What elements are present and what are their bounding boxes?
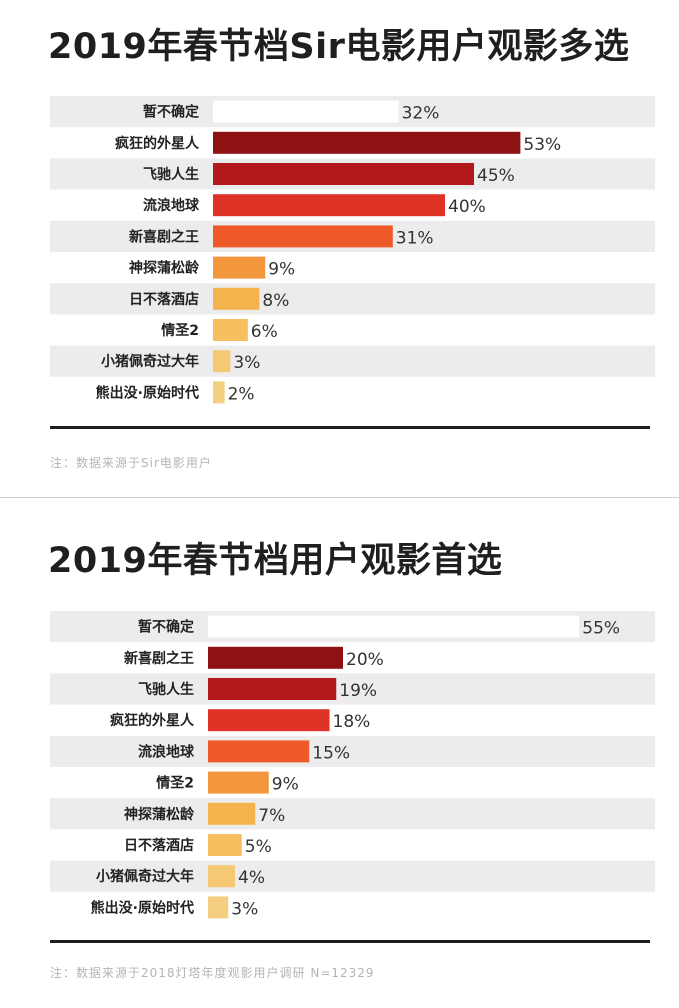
row-background bbox=[50, 345, 655, 377]
bar-7 bbox=[213, 287, 260, 310]
chart-title: 2019年春节档Sir电影用户观影多选 bbox=[48, 27, 630, 67]
bar-6 bbox=[213, 256, 266, 279]
value-label: 7% bbox=[258, 806, 285, 826]
value-label: 20% bbox=[346, 650, 384, 670]
category-label: 神探蒲松龄 bbox=[124, 806, 195, 823]
value-label: 45% bbox=[477, 166, 515, 186]
row-background bbox=[50, 860, 655, 892]
row-background bbox=[50, 673, 655, 705]
source-note: 注：数据来源于Sir电影用户 bbox=[50, 456, 212, 470]
value-label: 19% bbox=[339, 681, 377, 701]
value-label: 4% bbox=[238, 868, 265, 888]
row-background bbox=[50, 798, 655, 830]
bar-10 bbox=[208, 896, 229, 919]
value-label: 2% bbox=[228, 384, 255, 404]
bar-3 bbox=[213, 163, 474, 185]
bar-2 bbox=[213, 131, 521, 154]
category-label: 熊出没·原始时代 bbox=[96, 384, 199, 401]
bar-5 bbox=[208, 740, 310, 763]
panel-multi-choice: 2019年春节档Sir电影用户观影多选 暂不确定 32% 疯狂的外星人 53% 飞驰人生… bbox=[0, 0, 679, 496]
category-label: 熊出没·原始时代 bbox=[91, 899, 194, 916]
bar-2 bbox=[208, 646, 343, 669]
bar-1 bbox=[213, 100, 399, 123]
category-label: 疯狂的外星人 bbox=[115, 135, 200, 152]
category-label: 小猪佩奇过大年 bbox=[96, 868, 194, 885]
category-label: 小猪佩奇过大年 bbox=[101, 353, 199, 370]
bar-chart-multi-choice: 暂不确定 32% 疯狂的外星人 53% 飞驰人生 45% 流浪地球 40% 新喜剧之王 31% 神探… bbox=[50, 96, 655, 429]
category-label: 新喜剧之王 bbox=[124, 650, 194, 667]
chart-title: 2019年春节档用户观影首选 bbox=[48, 541, 503, 581]
bottom-rule bbox=[50, 426, 650, 429]
value-label: 3% bbox=[231, 899, 258, 919]
bar-chart-first-choice: 暂不确定 55% 新喜剧之王 20% 飞驰人生 19% 疯狂的外星人 18% 流浪地球 15% 情圣… bbox=[50, 611, 655, 943]
bar-9 bbox=[213, 350, 231, 373]
category-label: 情圣2 bbox=[156, 775, 194, 792]
bar-5 bbox=[213, 225, 393, 248]
value-label: 9% bbox=[272, 775, 299, 795]
bar-8 bbox=[208, 834, 242, 856]
category-label: 暂不确定 bbox=[143, 104, 199, 121]
value-label: 18% bbox=[333, 712, 371, 732]
bar-7 bbox=[208, 802, 256, 825]
value-label: 32% bbox=[402, 104, 440, 124]
bottom-rule bbox=[50, 940, 650, 943]
bar-1 bbox=[208, 615, 580, 638]
bar-4 bbox=[208, 709, 330, 732]
category-label: 飞驰人生 bbox=[138, 681, 194, 698]
category-label: 飞驰人生 bbox=[143, 166, 199, 183]
category-label: 情圣2 bbox=[161, 322, 199, 339]
bar-10 bbox=[213, 381, 225, 404]
value-label: 31% bbox=[396, 228, 434, 248]
value-label: 6% bbox=[251, 322, 278, 342]
category-label: 暂不确定 bbox=[138, 619, 194, 636]
category-label: 疯狂的外星人 bbox=[110, 712, 195, 729]
category-label: 新喜剧之王 bbox=[129, 228, 199, 245]
category-label: 神探蒲松龄 bbox=[129, 260, 200, 277]
category-label: 流浪地球 bbox=[138, 743, 195, 760]
value-label: 40% bbox=[448, 197, 486, 217]
row-background bbox=[50, 735, 655, 767]
bar-4 bbox=[213, 194, 445, 217]
value-label: 5% bbox=[245, 837, 272, 857]
value-label: 53% bbox=[523, 135, 561, 155]
bar-9 bbox=[208, 865, 235, 888]
panel-first-choice: 2019年春节档用户观影首选 暂不确定 55% 新喜剧之王 20% 飞驰人生 19% 疯狂的… bbox=[0, 498, 679, 1008]
category-label: 日不落酒店 bbox=[129, 291, 199, 308]
value-label: 55% bbox=[582, 619, 620, 639]
section-divider bbox=[0, 497, 679, 498]
bar-8 bbox=[213, 319, 248, 341]
value-label: 8% bbox=[262, 291, 289, 311]
bar-6 bbox=[208, 771, 269, 794]
row-background bbox=[50, 283, 655, 315]
source-note: 注：数据来源于2018灯塔年度观影用户调研 N=12329 bbox=[50, 966, 375, 980]
value-label: 15% bbox=[312, 743, 350, 763]
category-label: 日不落酒店 bbox=[124, 837, 194, 854]
value-label: 3% bbox=[233, 353, 260, 373]
category-label: 流浪地球 bbox=[143, 197, 200, 214]
bar-3 bbox=[208, 678, 337, 700]
value-label: 9% bbox=[268, 260, 295, 280]
